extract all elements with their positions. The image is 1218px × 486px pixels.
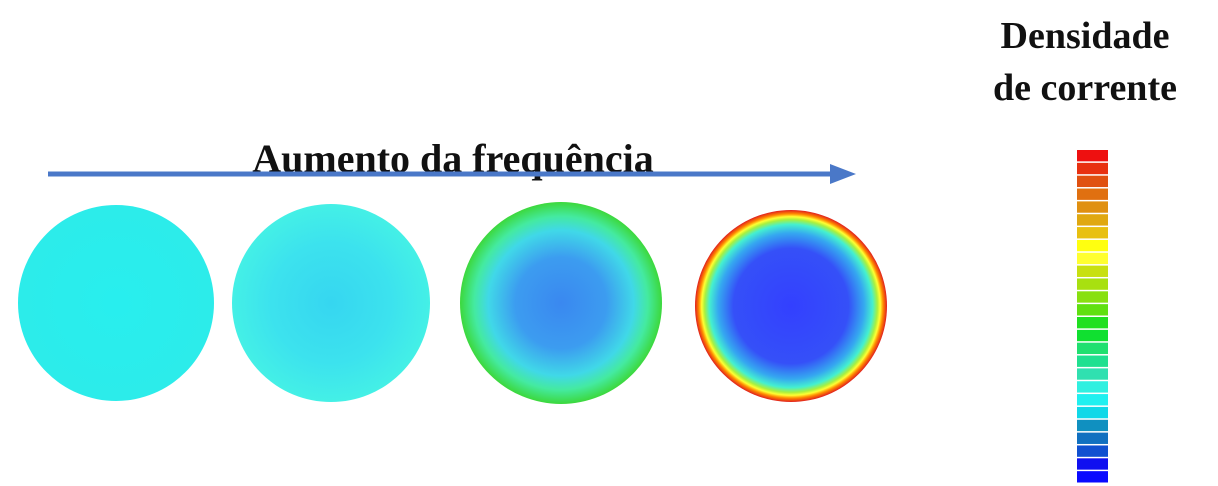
color-swatch — [1077, 304, 1108, 315]
conductor-low — [18, 205, 214, 401]
color-swatch — [1077, 458, 1108, 469]
color-swatch — [1077, 317, 1108, 328]
conductor-medium — [232, 204, 430, 402]
color-scale — [1077, 150, 1108, 483]
color-swatch — [1077, 176, 1108, 187]
color-swatch — [1077, 163, 1108, 174]
color-swatch — [1077, 291, 1108, 302]
color-swatch — [1077, 471, 1108, 482]
color-swatch — [1077, 227, 1108, 238]
color-swatch — [1077, 240, 1108, 251]
color-swatch — [1077, 445, 1108, 456]
color-swatch — [1077, 433, 1108, 444]
color-swatch — [1077, 253, 1108, 264]
color-swatch — [1077, 189, 1108, 200]
arrow-head — [830, 164, 856, 184]
color-swatch — [1077, 394, 1108, 405]
color-swatch — [1077, 420, 1108, 431]
legend-title: Densidade — [1001, 15, 1170, 57]
conductor-high — [460, 202, 662, 404]
color-swatch — [1077, 214, 1108, 225]
color-swatch — [1077, 356, 1108, 367]
color-swatch — [1077, 407, 1108, 418]
color-swatch — [1077, 343, 1108, 354]
color-swatch — [1077, 150, 1108, 161]
color-swatch — [1077, 368, 1108, 379]
color-swatch — [1077, 330, 1108, 341]
skin-effect-diagram: Aumento da frequência Densidade de corre… — [0, 0, 1218, 486]
color-swatch — [1077, 266, 1108, 277]
color-swatch — [1077, 278, 1108, 289]
conductor-very-high — [695, 210, 887, 402]
legend-title: de corrente — [993, 67, 1177, 109]
color-swatch — [1077, 201, 1108, 212]
color-swatch — [1077, 381, 1108, 392]
